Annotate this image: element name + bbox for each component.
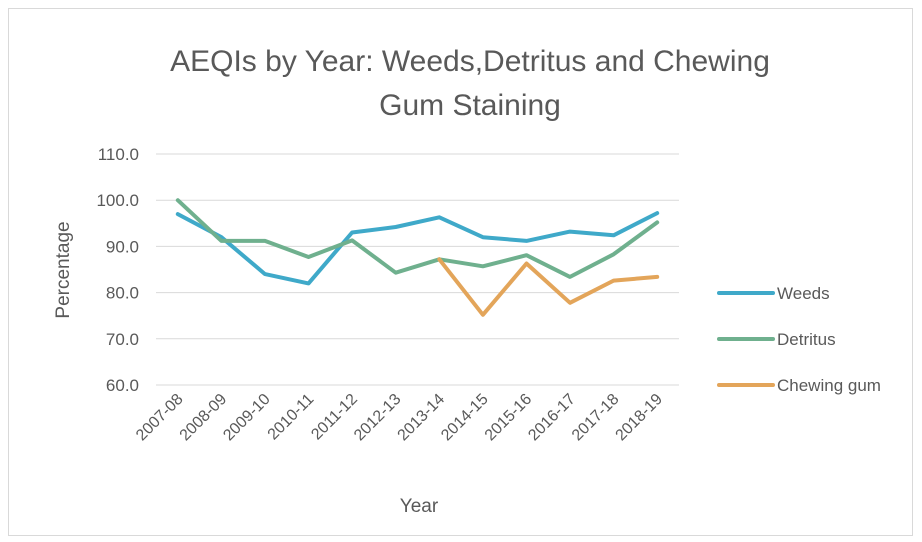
x-tick-label: 2014-15: [438, 391, 492, 445]
y-tick-label: 90.0: [106, 237, 139, 256]
legend: Weeds Detritus Chewing gum: [717, 284, 881, 395]
x-tick-label: 2009-10: [220, 391, 274, 445]
series-line-chewing-gum: [437, 257, 660, 317]
legend-item: Chewing gum: [717, 376, 881, 395]
x-tick-label: 2018-19: [612, 391, 666, 445]
y-tick-label: 100.0: [96, 191, 139, 210]
y-tick-label: 80.0: [106, 284, 139, 303]
series-line-weeds: [175, 211, 660, 286]
x-tick-label: 2015-16: [482, 391, 536, 445]
x-tick-label: 2017-18: [569, 391, 623, 445]
y-tick-label: 60.0: [106, 376, 139, 395]
series-lines: [175, 198, 660, 317]
chart-frame: [8, 8, 913, 536]
x-tick-labels: 2007-082008-092009-102010-112011-122012-…: [133, 391, 666, 445]
series-line-detritus: [175, 198, 660, 279]
x-tick-label: 2012-13: [351, 391, 405, 445]
legend-label: Weeds: [777, 284, 830, 303]
x-axis-label: Year: [400, 496, 439, 517]
y-tick-label: 70.0: [106, 330, 139, 349]
x-tick-label: 2013-14: [395, 391, 449, 445]
chart-title-line-1: AEQIs by Year: Weeds,Detritus and Chewin…: [170, 45, 770, 78]
legend-label: Chewing gum: [777, 376, 881, 395]
x-tick-label: 2007-08: [133, 391, 187, 445]
x-tick-label: 2008-09: [177, 391, 231, 445]
y-tick-label: 110.0: [98, 145, 139, 164]
x-tick-label: 2016-17: [525, 391, 579, 445]
legend-item: Detritus: [717, 330, 836, 349]
legend-label: Detritus: [777, 330, 836, 349]
legend-item: Weeds: [717, 284, 830, 303]
y-tick-labels: 60.0 70.0 80.0 90.0 100.0 110.0: [96, 145, 139, 395]
y-axis-label: Percentage: [53, 221, 74, 318]
gridlines: [156, 153, 679, 386]
x-tick-label: 2010-11: [265, 391, 318, 444]
chart-title-line-2: Gum Staining: [379, 89, 561, 122]
